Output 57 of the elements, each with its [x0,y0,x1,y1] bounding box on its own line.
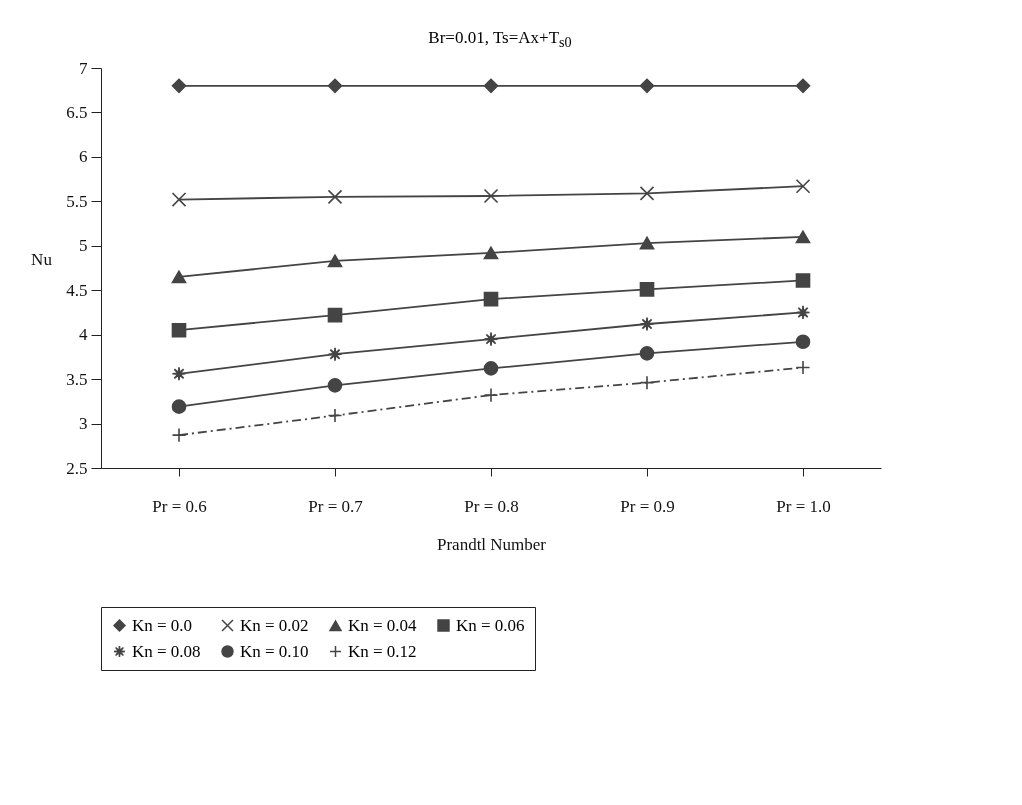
x-tick-label: Pr = 1.0 [776,496,831,516]
y-tick-label: 3.5 [66,370,88,389]
point [483,189,499,204]
y-tick-label: 4 [79,325,88,345]
legend-label: Kn = 0.12 [348,641,417,661]
point [327,78,343,94]
x-tick-label: Pr = 0.6 [152,496,207,516]
point [171,78,187,94]
point [639,375,655,391]
x-tick-label: Pr = 0.9 [620,496,675,516]
point [795,273,811,289]
legend-label: Kn = 0.08 [132,641,201,661]
point [327,308,343,323]
point [327,408,343,424]
point [795,179,811,194]
point [171,323,187,338]
point [171,366,187,382]
y-tick-label: 5.5 [66,192,88,212]
legend-label: Kn = 0.06 [456,615,525,635]
point [483,246,499,260]
legend-label: Kn = 0.10 [240,641,309,661]
point [171,399,187,415]
point [639,237,655,250]
y-axis-title: Nu [31,249,53,269]
legend-label: Kn = 0.0 [132,615,193,635]
point [327,347,343,362]
x-tick-label: Pr = 0.7 [308,496,364,516]
point [639,317,655,332]
y-tick-label: 7 [79,58,88,78]
y-tick-label: 6.5 [66,103,88,123]
point [795,78,811,94]
chart-title: Br=0.01, Ts=Ax+T$_{s0}$ [427,27,573,52]
point [327,189,343,205]
y-tick-label: 2.5 [66,458,88,478]
point [483,292,499,307]
point [171,270,187,284]
point [639,282,655,298]
y-tick-label: 4.5 [66,281,88,301]
point [639,346,655,362]
point [483,78,499,94]
y-tick-label: 6 [79,147,88,167]
point [795,230,811,244]
point [171,192,187,208]
legend-label: Kn = 0.04 [348,616,418,636]
point [327,378,343,394]
point [483,332,499,347]
point [639,186,655,202]
point [795,334,811,350]
x-axis-title: Prandtl Number [436,534,547,554]
point [795,360,811,376]
y-tick-label: 5 [79,236,88,256]
point [639,78,655,94]
legend-label: Kn = 0.02 [240,615,309,635]
point [327,254,343,268]
point [483,361,499,377]
x-tick-label: Pr = 0.8 [464,496,519,516]
y-tick-label: 3 [79,414,88,434]
